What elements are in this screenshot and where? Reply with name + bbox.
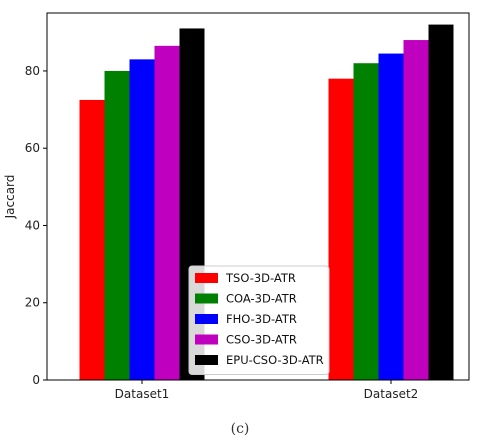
legend-swatch — [195, 355, 218, 365]
legend-swatch — [195, 293, 218, 304]
legend-box — [188, 265, 330, 375]
y-tick-label: 0 — [32, 373, 40, 387]
legend-label: CSO-3D-ATR — [226, 333, 297, 347]
bar-coa-3d-atr-dataset2 — [353, 63, 379, 380]
y-axis-label: Jaccard — [3, 175, 17, 220]
legend-swatch — [195, 314, 218, 324]
bar-tso-3d-atr-dataset2 — [328, 78, 354, 381]
legend-label: FHO-3D-ATR — [226, 312, 297, 326]
bar-tso-3d-atr-dataset1 — [79, 99, 105, 380]
plot-frame — [46, 12, 470, 381]
bars-group — [79, 24, 454, 381]
bar-coa-3d-atr-dataset1 — [104, 70, 130, 381]
figure-caption: (c) — [230, 421, 250, 437]
x-tick-label: Dataset1 — [115, 387, 170, 401]
legend-label: COA-3D-ATR — [226, 292, 297, 306]
chart: 0 20 40 60 80 Dataset1 Dataset2 Jaccard TSO-3D… — [3, 12, 470, 401]
bar-cso-3d-atr-dataset1 — [154, 45, 180, 380]
x-tick-label: Dataset2 — [364, 387, 419, 401]
bar-fho-3d-atr-dataset1 — [129, 59, 155, 380]
bar-cso-3d-atr-dataset2 — [403, 40, 429, 380]
y-tick-label: 40 — [25, 218, 40, 232]
y-tick-label: 80 — [25, 64, 40, 78]
y-tick-label: 20 — [25, 296, 40, 310]
legend-swatch — [195, 273, 218, 283]
legend-label: TSO-3D-ATR — [225, 271, 296, 285]
legend-swatch — [195, 334, 218, 345]
legend: TSO-3D-ATR COA-3D-ATR FHO-3D-ATR CSO-3D-ATR… — [188, 265, 330, 375]
axes-group: 0 20 40 60 80 Dataset1 Dataset2 — [25, 12, 470, 401]
y-tick-label: 60 — [25, 141, 40, 155]
bar-epu-cso-3d-atr-dataset2 — [428, 24, 454, 380]
bar-fho-3d-atr-dataset2 — [378, 53, 404, 380]
legend-label: EPU-CSO-3D-ATR — [226, 353, 324, 367]
